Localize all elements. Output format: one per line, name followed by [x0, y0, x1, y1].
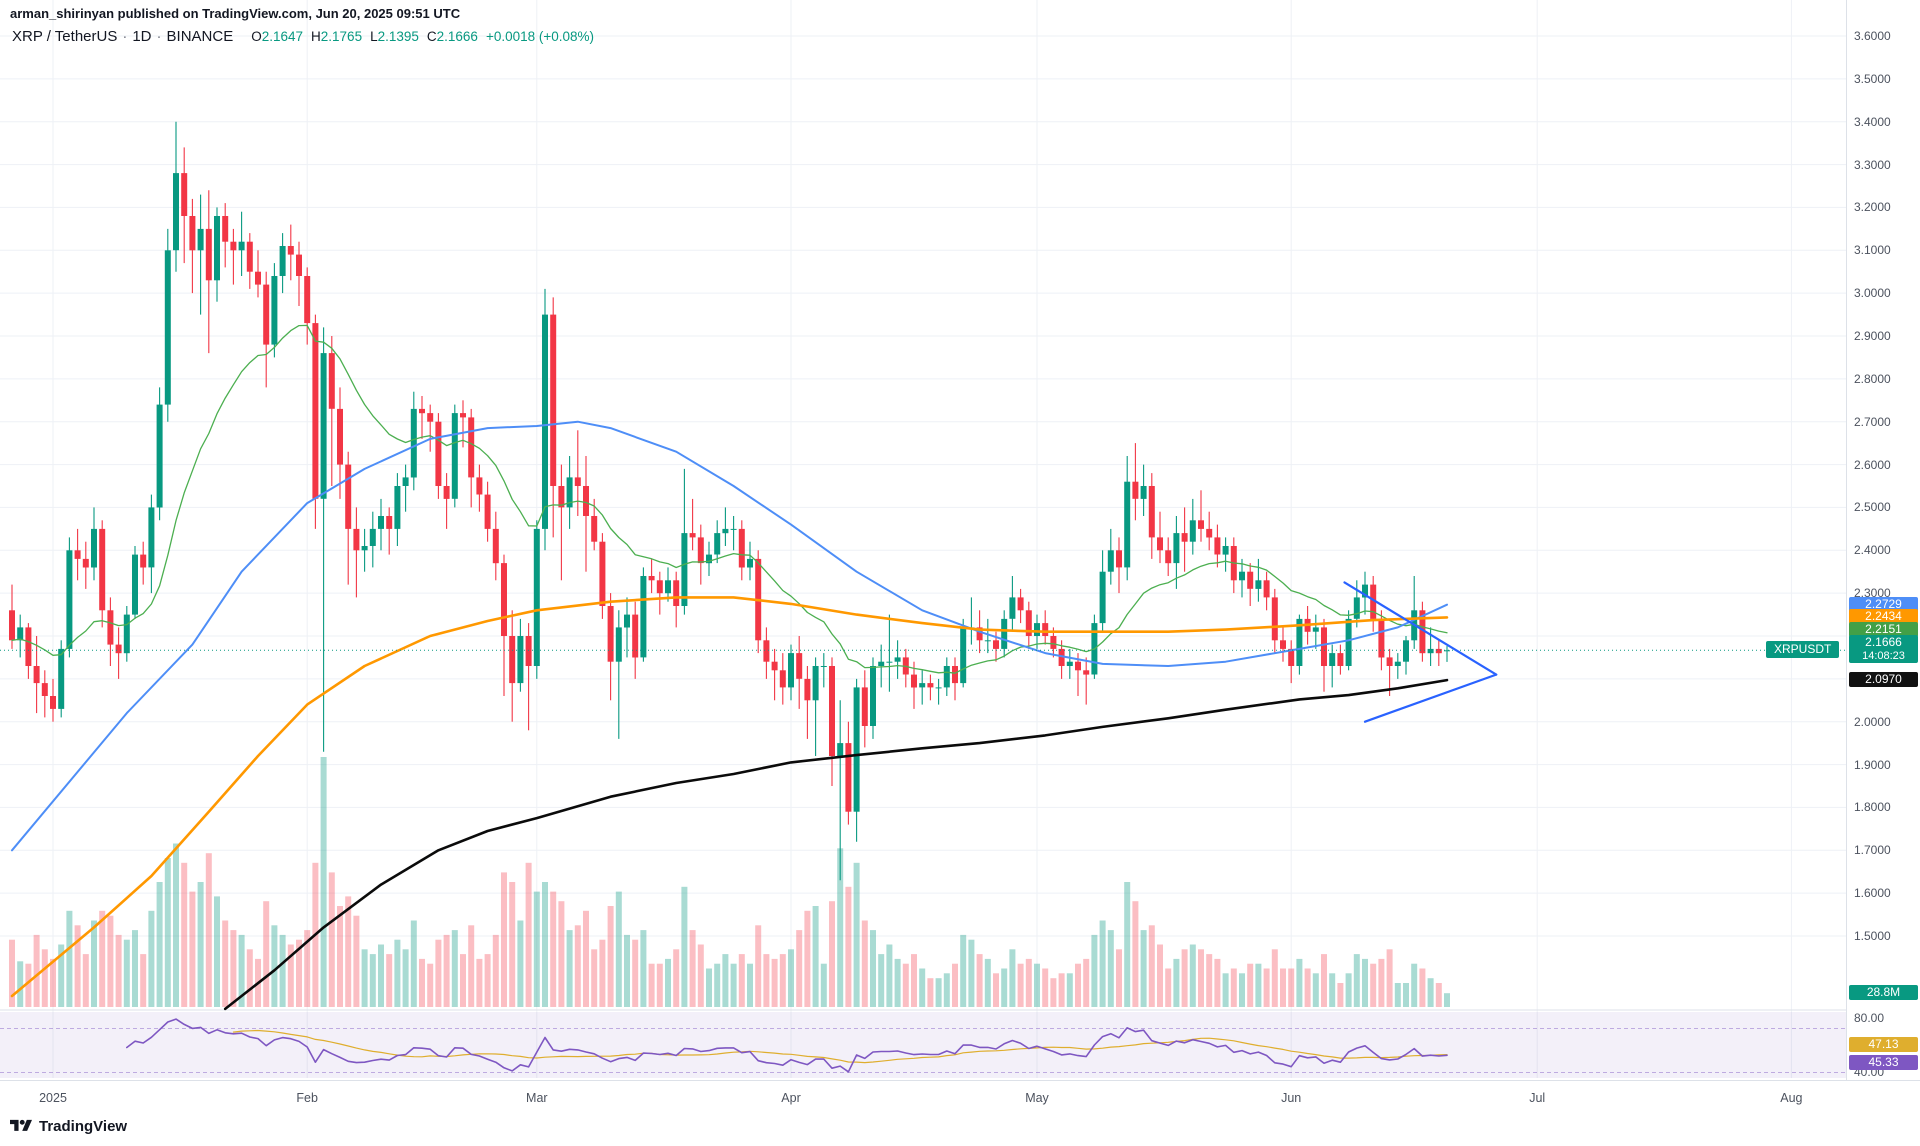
rsi-pane [0, 1012, 1846, 1078]
separator: · [156, 28, 162, 45]
triangle-trendline-1 [1343, 581, 1498, 676]
candlestick-series [9, 121, 1450, 881]
ohlc-value: 2.1666 [436, 29, 478, 44]
exchange-label: BINANCE [166, 28, 234, 45]
symbol-price-flag: XRPUSDT [1766, 641, 1840, 659]
time-axis-label: Apr [781, 1091, 801, 1105]
tradingview-brand: TradingView [39, 1117, 128, 1135]
price-scale-label: 1.5000 [1854, 929, 1891, 943]
price-scale-label: 2.0000 [1854, 714, 1891, 729]
price-scale-label: 3.4000 [1854, 114, 1891, 129]
ohlc-key: O [251, 29, 262, 44]
symbol-title[interactable]: XRP / TetherUS [12, 28, 118, 45]
rsi-ma-badge[interactable]: 47.13 [1849, 1036, 1918, 1052]
ohlc-l: L2.1395 [370, 29, 419, 44]
rsi-badge[interactable]: 45.33 [1849, 1054, 1918, 1070]
time-axis-label: Aug [1780, 1091, 1803, 1105]
time-axis-label: Jun [1281, 1091, 1302, 1105]
last-price-badge[interactable]: 2.1666 14:08:23 [1849, 635, 1918, 664]
ma-orange-price-badge[interactable]: 2.2434 [1849, 609, 1918, 625]
price-change: +0.0018 (+0.08%) [485, 29, 595, 44]
ma-orange-line [10, 596, 1449, 998]
ma-green-price-badge[interactable]: 2.2151 [1849, 621, 1918, 637]
price-scale-label: 2.7000 [1854, 414, 1891, 429]
rsi-ma-line [232, 1029, 1448, 1064]
price-scale-label: 3.0000 [1854, 286, 1891, 301]
time-axis-label: May [1025, 1091, 1049, 1105]
tradingview-logo-icon [10, 1119, 32, 1131]
time-axis-label: 2025 [39, 1091, 67, 1105]
ohlc-key: H [311, 29, 321, 44]
volume-badge[interactable]: 28.8M [1849, 985, 1918, 1001]
price-scale-label: 3.6000 [1854, 29, 1891, 43]
ohlc-value: 2.1647 [261, 29, 304, 44]
price-scale-label: 2.6000 [1854, 457, 1891, 472]
time-axis-label: Mar [526, 1091, 548, 1105]
price-scale[interactable]: 3.6000 3.5000 3.4000 3.3000 3.2000 3.1000 3.00… [1846, 0, 1920, 1080]
countdown-timer: 14:08:23 [1862, 650, 1905, 663]
volume-series [9, 757, 1450, 1007]
triangle-trendline-2 [1363, 673, 1498, 723]
ohlc-key: C [426, 29, 437, 44]
ma-black-price-badge[interactable]: 2.0970 [1849, 672, 1918, 688]
price-scale-label: 2.5000 [1854, 500, 1891, 515]
price-scale-label: 2.4000 [1854, 543, 1891, 558]
price-scale-label: 3.2000 [1854, 200, 1891, 215]
ma-green-line [11, 324, 1448, 674]
price-scale-label: 2.3000 [1854, 586, 1891, 601]
rsi-line [126, 1018, 1448, 1073]
ma-blue-price-badge[interactable]: 2.2729 [1849, 596, 1918, 612]
price-scale-label: 1.6000 [1854, 886, 1891, 901]
price-scale-label: 1.9000 [1854, 757, 1891, 772]
ohlc-value: 2.1395 [377, 29, 419, 44]
ohlc-c: C2.1666 [427, 29, 478, 44]
separator: · [122, 28, 128, 45]
ohlc-o: O2.1647 [251, 29, 303, 44]
price-scale-label: 2.9000 [1854, 329, 1891, 343]
interval-label[interactable]: 1D [132, 28, 152, 45]
time-axis[interactable]: 2025 Feb Mar Apr May Jun Jul Aug [0, 1080, 1920, 1117]
time-axis-label: Feb [296, 1091, 318, 1105]
price-scale-label: 1.7000 [1854, 843, 1891, 858]
published-byline: arman_shirinyan published on TradingView… [10, 6, 461, 21]
ohlc-h: H2.1765 [311, 29, 362, 44]
grid-lines [0, 0, 1846, 1078]
price-scale-label: 3.3000 [1854, 157, 1891, 172]
tradingview-footer[interactable]: TradingView [10, 1116, 127, 1136]
ohlc-value: 2.1765 [320, 29, 363, 44]
price-scale-label: 3.5000 [1854, 71, 1891, 86]
chart-legend[interactable]: XRP / TetherUS · 1D · BINANCE O2.1647 H2.… [12, 28, 594, 45]
price-scale-label: 3.1000 [1854, 243, 1891, 258]
rsi-scale-label: 80.00 [1854, 1010, 1885, 1025]
ohlc-values: O2.1647 H2.1765 L2.1395 C2.1666 +0.0018 (+0.… [243, 29, 594, 44]
price-scale-label: 2.8000 [1854, 371, 1891, 386]
price-scale-label: 1.8000 [1854, 800, 1891, 815]
ma-blue-line [11, 420, 1448, 852]
ma-black-line [223, 678, 1449, 1011]
ohlc-key: L [370, 29, 378, 44]
time-axis-label: Jul [1529, 1091, 1546, 1105]
